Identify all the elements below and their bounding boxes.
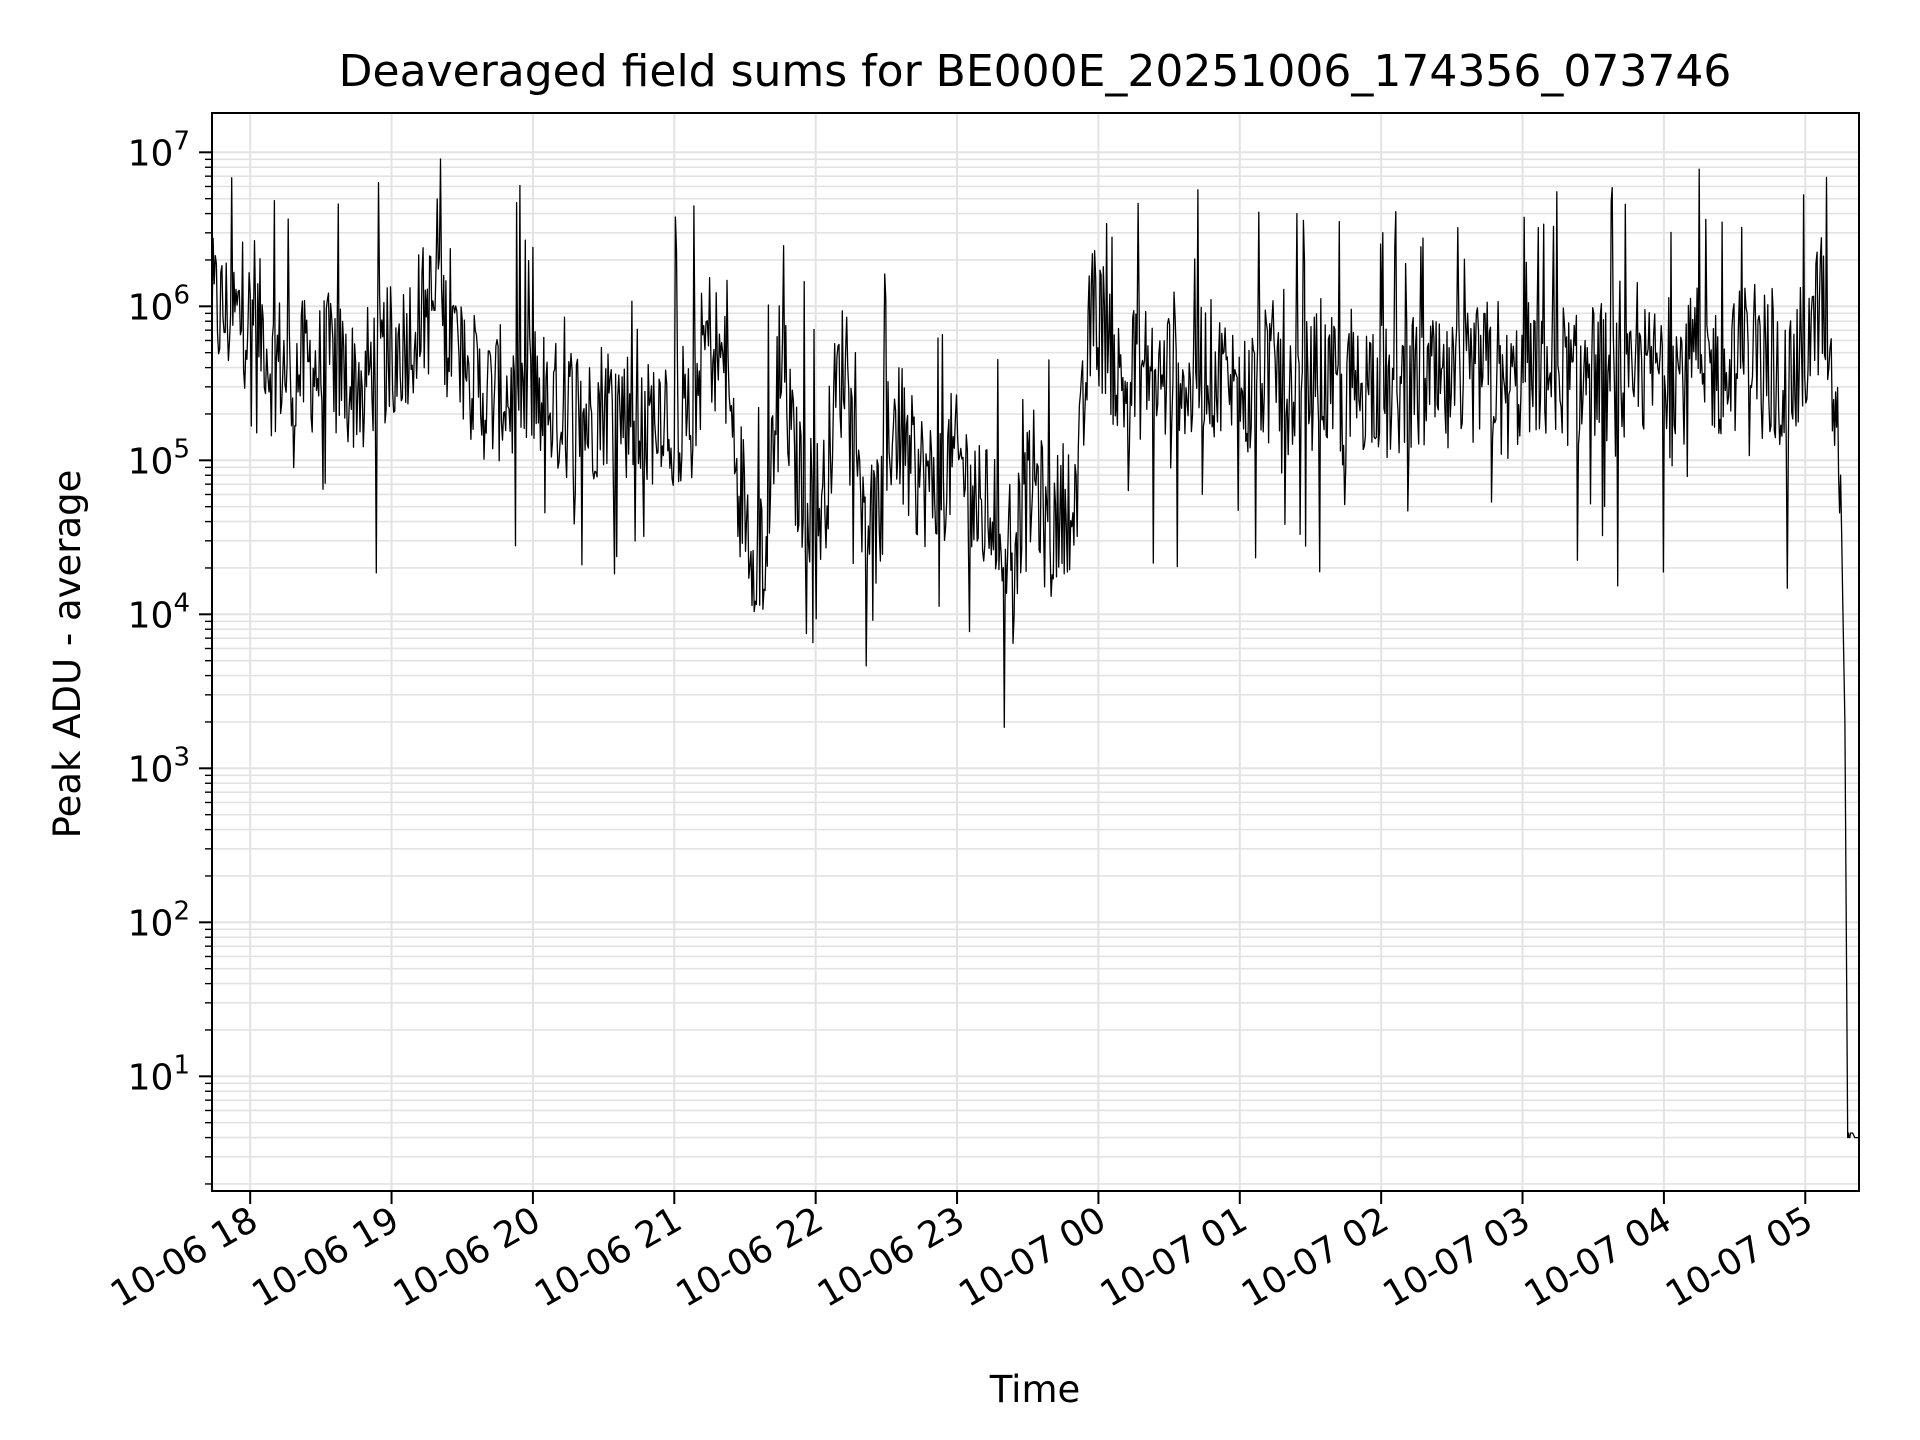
x-axis-label: Time [989,1368,1081,1411]
y-tick-label: 103 [128,742,190,790]
y-tick-label: 101 [128,1050,190,1098]
series-layer [211,158,1859,1139]
y-tick-label: 107 [128,126,190,174]
y-axis-ticks: 101 102 103 104 105 106 107 [128,126,212,1185]
y-axis-label: Peak ADU - average [46,470,89,839]
y-tick-label: 102 [128,896,190,944]
chart-title: Deaveraged field sums for BE000E_2025100… [339,46,1732,97]
y-tick-label: 106 [128,280,190,328]
y-tick-label: 105 [128,434,190,482]
series-line [211,158,1859,1139]
plot-frame [211,112,1860,1192]
y-tick-label: 104 [128,588,190,636]
